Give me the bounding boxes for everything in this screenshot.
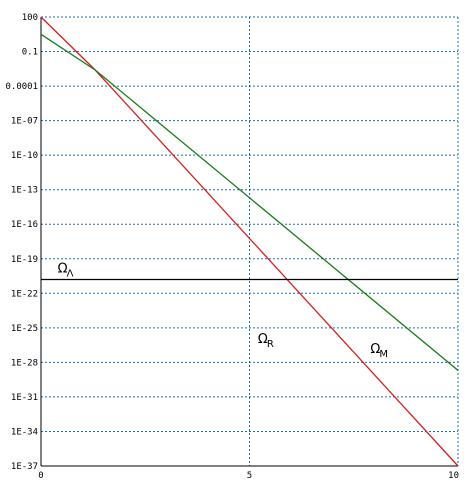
axes [40, 17, 458, 467]
series [40, 16, 459, 467]
series-label-subscript: Λ [67, 269, 74, 280]
series-label-symbol: Ω [258, 332, 268, 347]
y-tick-label: 1E-34 [11, 427, 38, 437]
series-line-1 [40, 33, 459, 371]
series-labels: Ω R Ω MΩ Λ [58, 262, 388, 361]
y-tick-label: 0.0001 [5, 82, 38, 92]
series-label-symbol: Ω [58, 262, 68, 277]
grid [41, 16, 459, 466]
y-tick-label: 1E-19 [11, 255, 38, 265]
y-tick-label: 1E-16 [11, 220, 38, 230]
y-tick-label: 1E-13 [11, 186, 38, 196]
y-tick-label: 1E-37 [11, 462, 38, 472]
y-tick-label: 0.1 [22, 48, 38, 58]
y-tick-label: 1E-07 [11, 117, 38, 127]
series-label-symbol: Ω [370, 342, 380, 357]
series-label-subscript: M [379, 349, 388, 360]
y-tick-label: 100 [22, 13, 38, 23]
x-tick-label: 10 [448, 471, 459, 481]
y-tick-label: 1E-22 [11, 289, 38, 299]
series-label-subscript: R [267, 339, 274, 350]
x-tick-label: 5 [247, 471, 252, 481]
x-tick-label: 0 [38, 471, 43, 481]
y-tick-label: 1E-25 [11, 324, 38, 334]
y-tick-label: 1E-10 [11, 151, 38, 161]
tick-labels: 1000.10.00011E-071E-101E-131E-161E-191E-… [5, 13, 459, 481]
y-tick-label: 1E-28 [11, 358, 38, 368]
y-tick-label: 1E-31 [11, 393, 38, 403]
